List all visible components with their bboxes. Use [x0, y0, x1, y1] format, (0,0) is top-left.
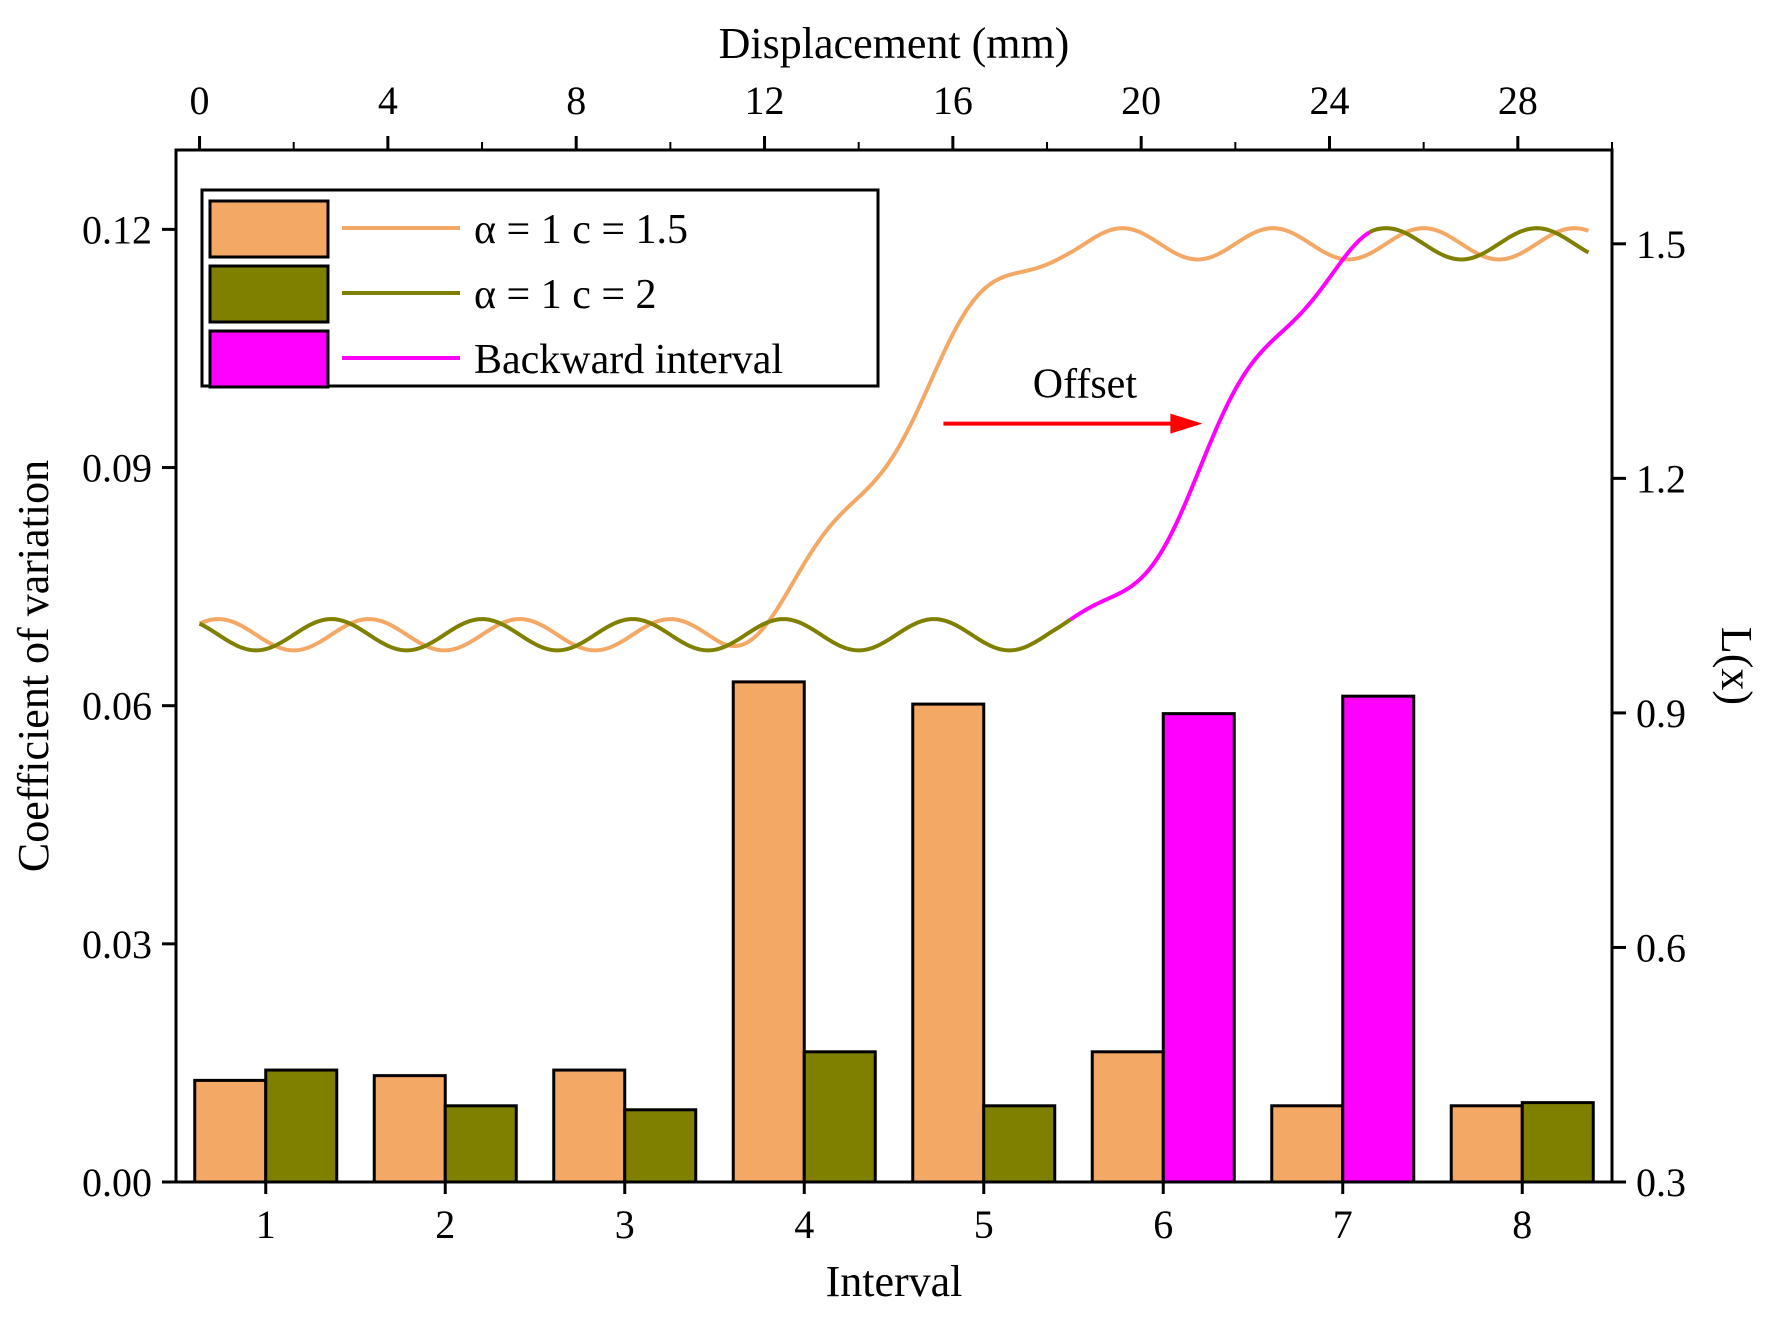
- y2-tick-label-1.2: 1.2: [1636, 456, 1686, 501]
- bar-7-series-1: [1270, 1104, 1345, 1184]
- line-series-1: [198, 226, 1590, 653]
- lines-layer: [198, 226, 1590, 653]
- bar-8-series-1: [1449, 1104, 1524, 1184]
- y2-tick-label-1.5: 1.5: [1636, 222, 1686, 267]
- y-tick-label-0.09: 0.09: [82, 446, 152, 491]
- y-tick-label-0.12: 0.12: [82, 207, 152, 252]
- plot-frame: [174, 148, 1614, 1184]
- top-axis-title: Displacement (mm): [719, 19, 1070, 68]
- bar-5-series-2: [982, 1104, 1057, 1184]
- x-tick-label-4: 4: [794, 1202, 814, 1247]
- x-tick-label-5: 5: [974, 1202, 994, 1247]
- legend-swatch-1: [208, 199, 330, 259]
- x2-tick-label-0: 0: [190, 78, 210, 123]
- bar-6-series-1: [1090, 1050, 1165, 1184]
- y-tick-label-0.06: 0.06: [82, 684, 152, 729]
- x2-tick-label-8: 8: [566, 78, 586, 123]
- x2-tick-label-20: 20: [1121, 78, 1161, 123]
- axes-layer: 1 2 3 4 5 6 7 80.000.030.060.090.120.30.60.91.2…: [82, 78, 1686, 1247]
- x-tick-label-8: 8: [1512, 1202, 1532, 1247]
- bar-8-series-2: [1520, 1101, 1595, 1184]
- x-axis-title: Interval: [826, 1257, 963, 1306]
- legend-label-2: α = 1 c = 2: [474, 272, 657, 318]
- bar-3-series-1: [552, 1068, 627, 1184]
- x2-tick-label-12: 12: [745, 78, 785, 123]
- line-backward-interval: [1069, 230, 1371, 622]
- y2-tick-label-0.3: 0.3: [1636, 1160, 1686, 1205]
- legend-label-1: α = 1 c = 1.5: [474, 207, 688, 253]
- x2-tick-label-24: 24: [1310, 78, 1350, 123]
- y-tick-label-0.03: 0.03: [82, 922, 152, 967]
- y2-tick-label-0.9: 0.9: [1636, 691, 1686, 736]
- x-tick-label-2: 2: [435, 1202, 455, 1247]
- line-series-2-pre: [198, 617, 1072, 653]
- bar-7-series-3: [1341, 694, 1416, 1184]
- bar-1-series-2: [264, 1068, 339, 1184]
- x2-tick-label-28: 28: [1498, 78, 1538, 123]
- legend-swatch-2: [208, 264, 330, 324]
- bar-2-series-2: [443, 1104, 518, 1184]
- x-tick-label-3: 3: [615, 1202, 635, 1247]
- x2-tick-label-16: 16: [933, 78, 973, 123]
- bar-2-series-1: [372, 1074, 447, 1184]
- annotation-layer: Offset: [943, 362, 1203, 434]
- bars-layer: [193, 680, 1595, 1184]
- bar-6-series-3: [1161, 712, 1236, 1184]
- legend-label-3: Backward interval: [474, 337, 783, 383]
- legend: α = 1 c = 1.5 α = 1 c = 2 Backward interva…: [200, 188, 880, 389]
- bar-5-series-1: [911, 702, 986, 1184]
- y-tick-label-0.00: 0.00: [82, 1160, 152, 1205]
- offset-annotation: Offset: [1033, 362, 1138, 408]
- x-tick-label-6: 6: [1153, 1202, 1173, 1247]
- bar-1-series-1: [193, 1078, 268, 1184]
- offset-arrow-head: [1170, 413, 1203, 434]
- x-tick-label-7: 7: [1333, 1202, 1353, 1247]
- bar-4-series-1: [731, 680, 806, 1184]
- y2-tick-label-0.6: 0.6: [1636, 925, 1686, 970]
- bar-4-series-2: [802, 1050, 877, 1184]
- line-series-2-post: [1368, 226, 1590, 262]
- legend-swatch-3: [208, 329, 330, 389]
- right-axis-title: L(x): [1712, 627, 1761, 705]
- x-tick-label-1: 1: [256, 1202, 276, 1247]
- y-axis-title: Coefficient of variation: [9, 460, 58, 872]
- x2-tick-label-4: 4: [378, 78, 398, 123]
- bar-3-series-2: [623, 1108, 698, 1184]
